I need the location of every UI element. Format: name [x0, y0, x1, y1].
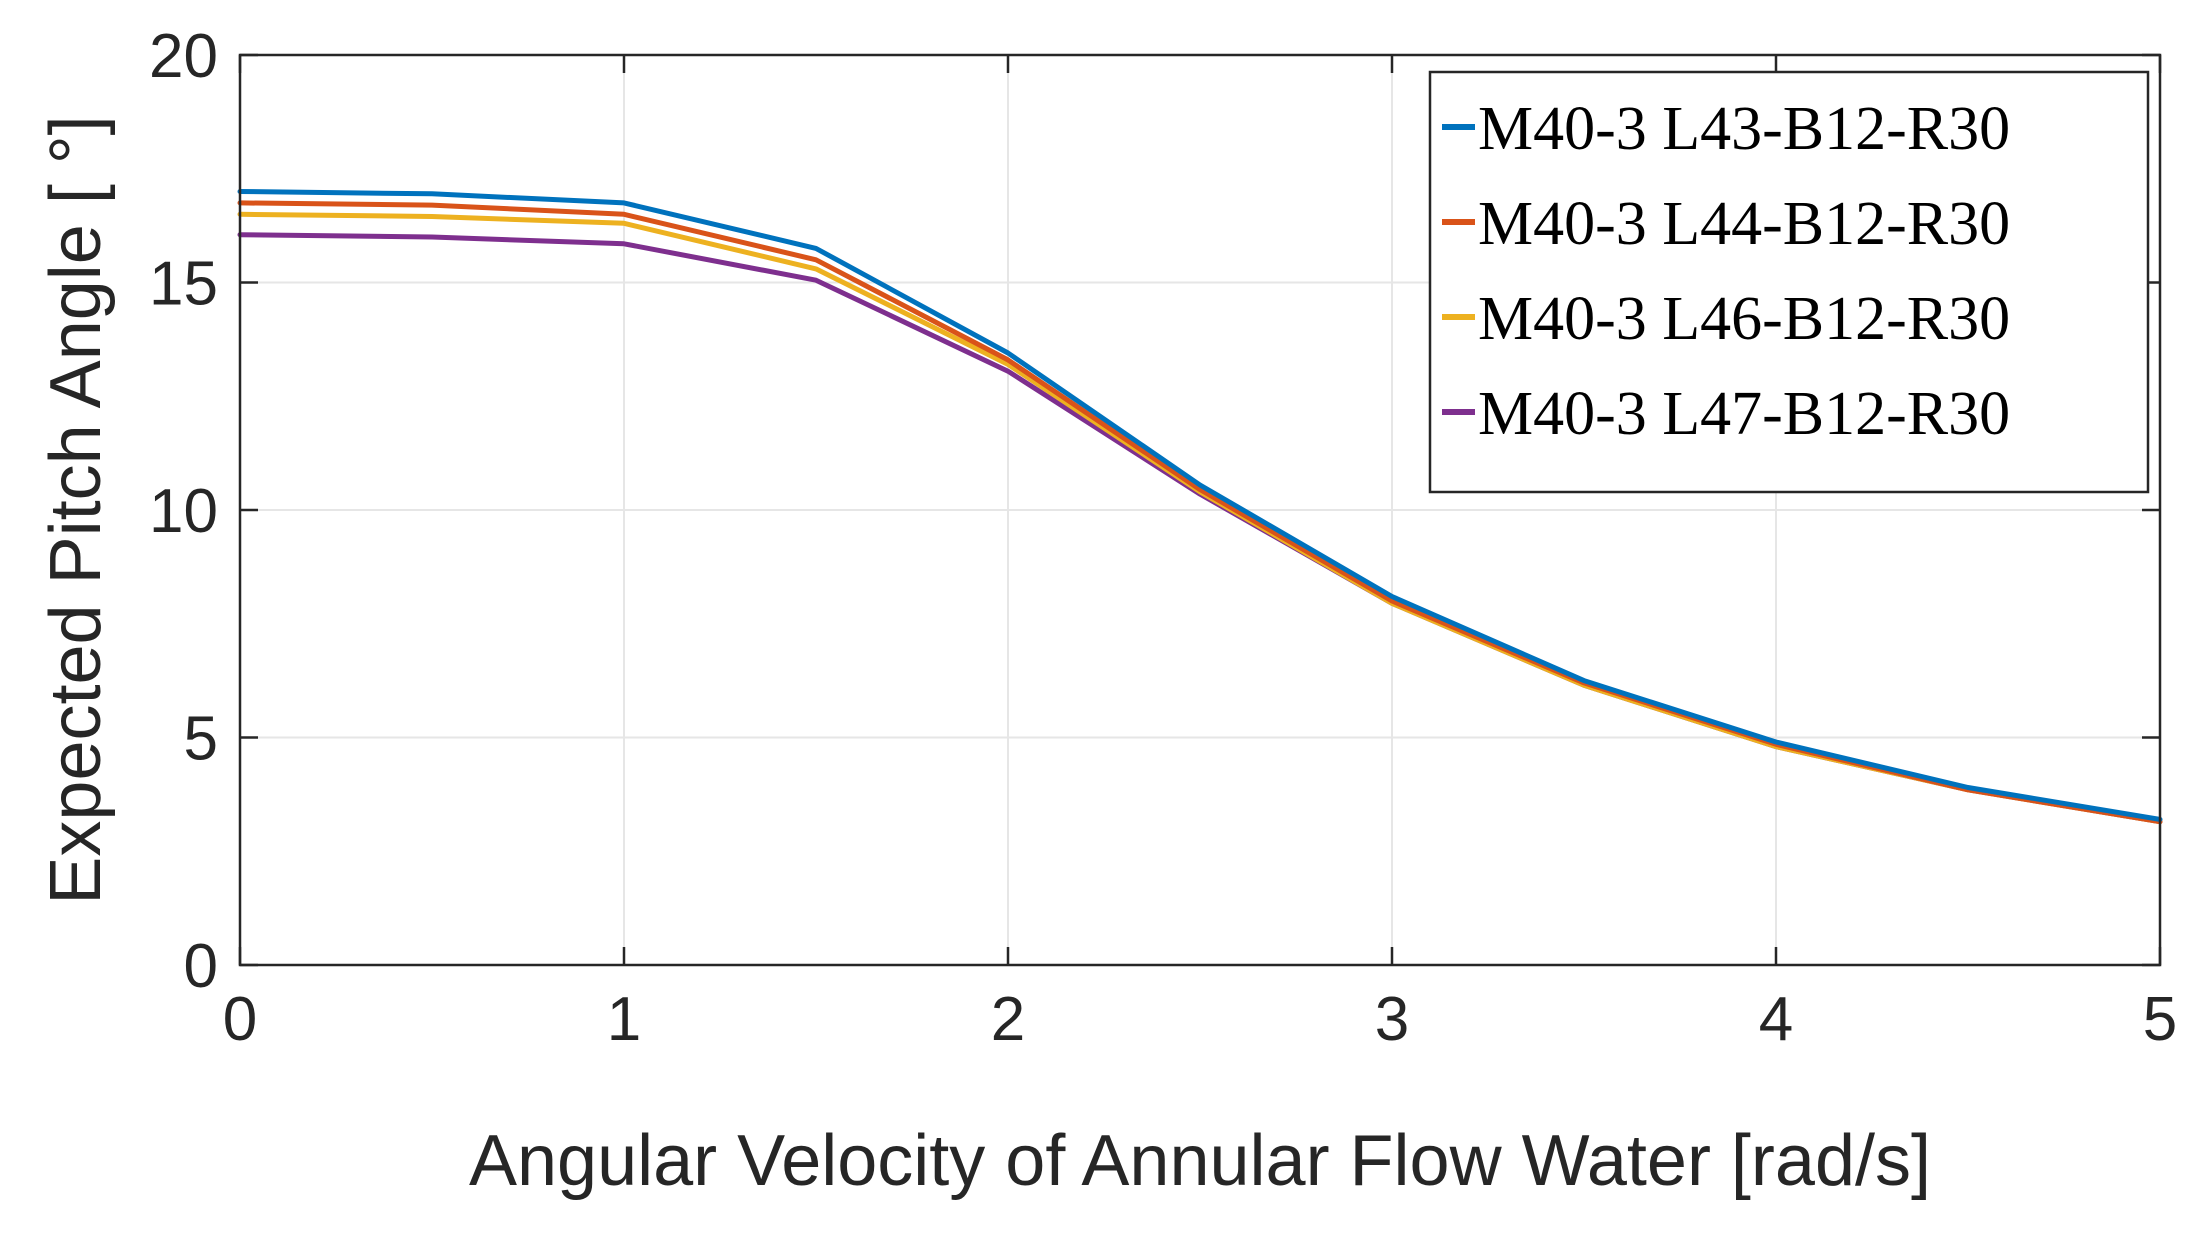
- x-tick-label-1: 1: [607, 985, 641, 1054]
- x-tick-label-2: 2: [991, 985, 1025, 1054]
- legend-label-2: M40-3 L46-B12-R30: [1478, 285, 2010, 353]
- y-tick-label-2: 10: [149, 477, 218, 546]
- y-axis-tick-labels: 0 5 10 15 20: [149, 22, 218, 1001]
- x-axis-tick-labels: 0 1 2 3 4 5: [223, 985, 2177, 1054]
- y-tick-label-3: 15: [149, 250, 218, 319]
- x-axis-label: Angular Velocity of Annular Flow Water […: [469, 1121, 1931, 1201]
- axis-ticks: [238, 53, 2162, 967]
- legend: M40-3 L43-B12-R30 M40-3 L44-B12-R30 M40-3 …: [1428, 70, 2150, 494]
- y-tick-label-4: 20: [149, 22, 218, 91]
- y-axis-label: Expected Pitch Angle [ °]: [36, 115, 116, 904]
- legend-box: [1428, 70, 2150, 494]
- legend-label-0: M40-3 L43-B12-R30: [1478, 95, 2010, 163]
- legend-label-1: M40-3 L44-B12-R30: [1478, 190, 2010, 258]
- x-tick-label-3: 3: [1375, 985, 1409, 1054]
- x-tick-label-5: 5: [2143, 985, 2177, 1054]
- legend-label-3: M40-3 L47-B12-R30: [1478, 380, 2010, 448]
- series-lines: [237, 189, 2163, 825]
- legend-items: M40-3 L43-B12-R30 M40-3 L44-B12-R30 M40-3 …: [1442, 95, 2010, 448]
- y-tick-label-1: 5: [184, 705, 218, 774]
- x-tick-label-4: 4: [1759, 985, 1793, 1054]
- x-tick-label-0: 0: [223, 985, 257, 1054]
- series-line-0: [237, 189, 2163, 822]
- y-tick-label-0: 0: [184, 932, 218, 1001]
